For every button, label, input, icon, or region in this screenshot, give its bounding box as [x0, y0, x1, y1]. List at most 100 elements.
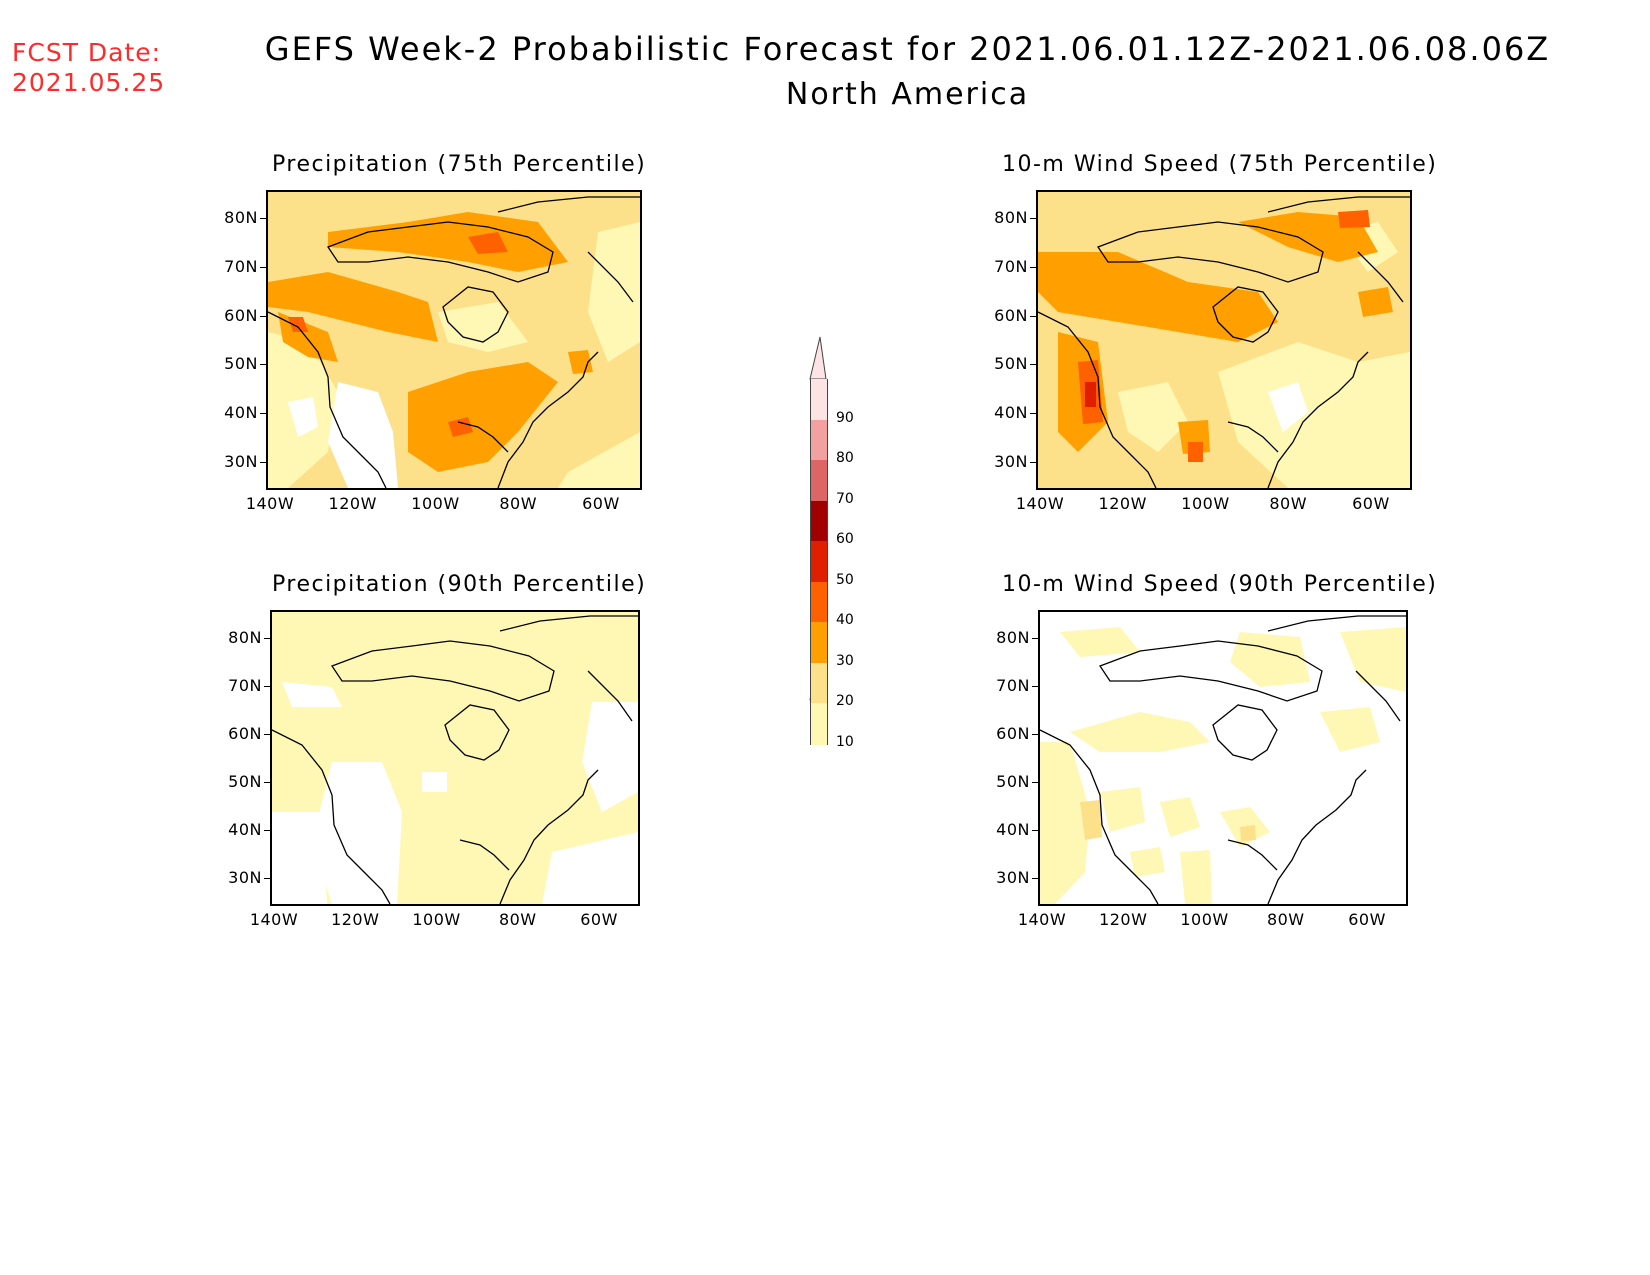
colorbar-swatch-4 — [810, 541, 828, 583]
lon-tick-precip75-140W: 140W — [245, 494, 295, 513]
lat-tick-precip75-50N: 50N — [224, 354, 258, 374]
lon-tick-wind75-60W: 60W — [1352, 494, 1390, 513]
lat-tick-precip90-70N: 70N — [228, 676, 262, 695]
lat-tickmark-precip90-40N — [264, 830, 272, 831]
region-subtitle: North America — [785, 77, 1030, 112]
lat-tick-wind90-30N: 30N — [996, 868, 1030, 887]
lat-tick-wind90-60N: 60N — [996, 724, 1030, 743]
lat-tick-precip75-30N: 30N — [224, 452, 258, 471]
lat-tick-precip75-70N: 70N — [224, 256, 258, 276]
lon-tick-precip75-100W: 100W — [411, 494, 460, 513]
lat-tick-wind90-50N: 50N — [996, 772, 1030, 791]
lat-tick-precip90-50N: 50N — [228, 772, 262, 791]
colorbar-label-50: 50 — [836, 571, 854, 588]
lat-tickmark-precip75-40N — [260, 413, 268, 415]
panel-title-wind90: 10-m Wind Speed (90th Percentile) — [1002, 572, 1438, 597]
colorbar-swatch-3 — [810, 500, 828, 542]
lon-tick-precip75-60W: 60W — [582, 494, 620, 513]
map-precip75-svg — [268, 192, 640, 488]
lon-tick-precip90-120W: 120W — [331, 910, 380, 929]
lat-tick-wind75-70N: 70N — [994, 256, 1028, 276]
lon-tick-precip90-60W: 60W — [580, 910, 618, 929]
lat-tick-precip75-80N: 80N — [224, 208, 258, 227]
colorbar-label-60: 60 — [836, 531, 854, 547]
lat-tickmark-precip90-60N — [264, 734, 272, 735]
lat-tick-wind90-40N: 40N — [996, 820, 1030, 839]
lat-tickmark-wind75-60N — [1030, 315, 1038, 317]
lon-tick-precip75-80W: 80W — [499, 494, 538, 513]
colorbar-label-90: 90 — [836, 409, 854, 426]
lat-tickmark-wind90-70N — [1032, 686, 1040, 687]
colorbar-label-70: 70 — [836, 490, 854, 507]
lat-tickmark-wind75-30N — [1030, 462, 1038, 463]
colorbar-label-40: 40 — [836, 612, 854, 628]
colorbar-label-30: 30 — [836, 652, 854, 669]
colorbar-label-80: 80 — [836, 450, 854, 466]
lat-tickmark-precip90-70N — [264, 686, 272, 687]
lat-tick-precip90-60N: 60N — [228, 724, 262, 743]
map-precip75 — [266, 190, 642, 490]
colorbar-swatch-0 — [810, 379, 828, 421]
lat-tick-wind75-80N: 80N — [994, 208, 1028, 227]
lat-tick-wind90-70N: 70N — [996, 676, 1030, 695]
panel-title-wind75: 10-m Wind Speed (75th Percentile) — [1002, 152, 1438, 177]
colorbar-label-20: 20 — [836, 693, 854, 709]
lat-tick-wind75-60N: 60N — [994, 305, 1028, 325]
lat-tickmark-wind90-40N — [1032, 830, 1040, 831]
lat-tickmark-wind75-50N — [1030, 364, 1038, 366]
lat-tickmark-wind75-40N — [1030, 413, 1038, 415]
map-precip90 — [270, 610, 640, 906]
forecast-date-label: FCST Date: 2021.05.25 — [12, 38, 165, 98]
fcst-date-caption: FCST Date: — [12, 38, 162, 67]
lat-tickmark-precip90-50N — [264, 782, 272, 783]
lat-tickmark-precip75-80N — [260, 218, 268, 219]
colorbar-swatch-5 — [810, 581, 828, 623]
lat-tick-precip75-60N: 60N — [224, 305, 258, 325]
colorbar-swatch-7 — [810, 662, 828, 704]
colorbar-swatch-8 — [810, 703, 828, 745]
lon-tick-wind90-120W: 120W — [1099, 910, 1148, 929]
lat-tickmark-wind90-60N — [1032, 734, 1040, 735]
lat-tick-precip75-40N: 40N — [224, 403, 258, 423]
map-wind75 — [1036, 190, 1412, 490]
lat-tickmark-wind90-50N — [1032, 782, 1040, 783]
panel-title-precip90: Precipitation (90th Percentile) — [272, 572, 647, 597]
lon-tick-wind75-100W: 100W — [1181, 494, 1230, 513]
lat-tickmark-precip75-70N — [260, 266, 268, 268]
lat-tick-precip90-80N: 80N — [228, 628, 262, 647]
map-precip90-svg — [272, 612, 638, 904]
lat-tickmark-wind90-30N — [1032, 878, 1040, 879]
colorbar-swatch-2 — [810, 460, 828, 502]
map-wind90 — [1038, 610, 1408, 906]
lat-tick-wind75-30N: 30N — [994, 452, 1028, 471]
lon-tick-precip90-100W: 100W — [412, 910, 461, 929]
panel-title-precip75: Precipitation (75th Percentile) — [272, 152, 647, 177]
lat-tickmark-precip75-30N — [260, 462, 268, 463]
map-wind75-svg — [1038, 192, 1410, 488]
lat-tickmark-precip75-50N — [260, 364, 268, 366]
lon-tick-wind90-100W: 100W — [1180, 910, 1229, 929]
lon-tick-wind90-80W: 80W — [1266, 910, 1305, 929]
lon-tick-wind75-120W: 120W — [1098, 494, 1147, 513]
lat-tick-precip90-40N: 40N — [228, 820, 262, 839]
lat-tickmark-precip75-60N — [260, 315, 268, 317]
lat-tick-wind75-50N: 50N — [994, 354, 1028, 374]
colorbar-swatch-6 — [810, 622, 828, 664]
lat-tickmark-precip90-80N — [264, 638, 272, 639]
lat-tickmark-precip90-30N — [264, 878, 272, 879]
lat-tickmark-wind75-70N — [1030, 266, 1038, 268]
fcst-date-value: 2021.05.25 — [12, 68, 166, 97]
lat-tick-wind75-40N: 40N — [994, 403, 1028, 423]
lon-tick-precip90-140W: 140W — [249, 910, 299, 929]
lat-tick-precip90-30N: 30N — [228, 868, 262, 887]
lon-tick-wind90-140W: 140W — [1017, 910, 1067, 929]
lat-tickmark-wind90-80N — [1032, 638, 1040, 639]
colorbar-label-10: 10 — [836, 733, 854, 750]
map-wind90-svg — [1040, 612, 1406, 904]
lon-tick-wind90-60W: 60W — [1348, 910, 1386, 929]
lat-tick-wind90-80N: 80N — [996, 628, 1030, 647]
colorbar-swatch-1 — [810, 419, 828, 461]
lon-tick-wind75-80W: 80W — [1269, 494, 1308, 513]
lon-tick-precip75-120W: 120W — [328, 494, 377, 513]
lon-tick-wind75-140W: 140W — [1015, 494, 1065, 513]
